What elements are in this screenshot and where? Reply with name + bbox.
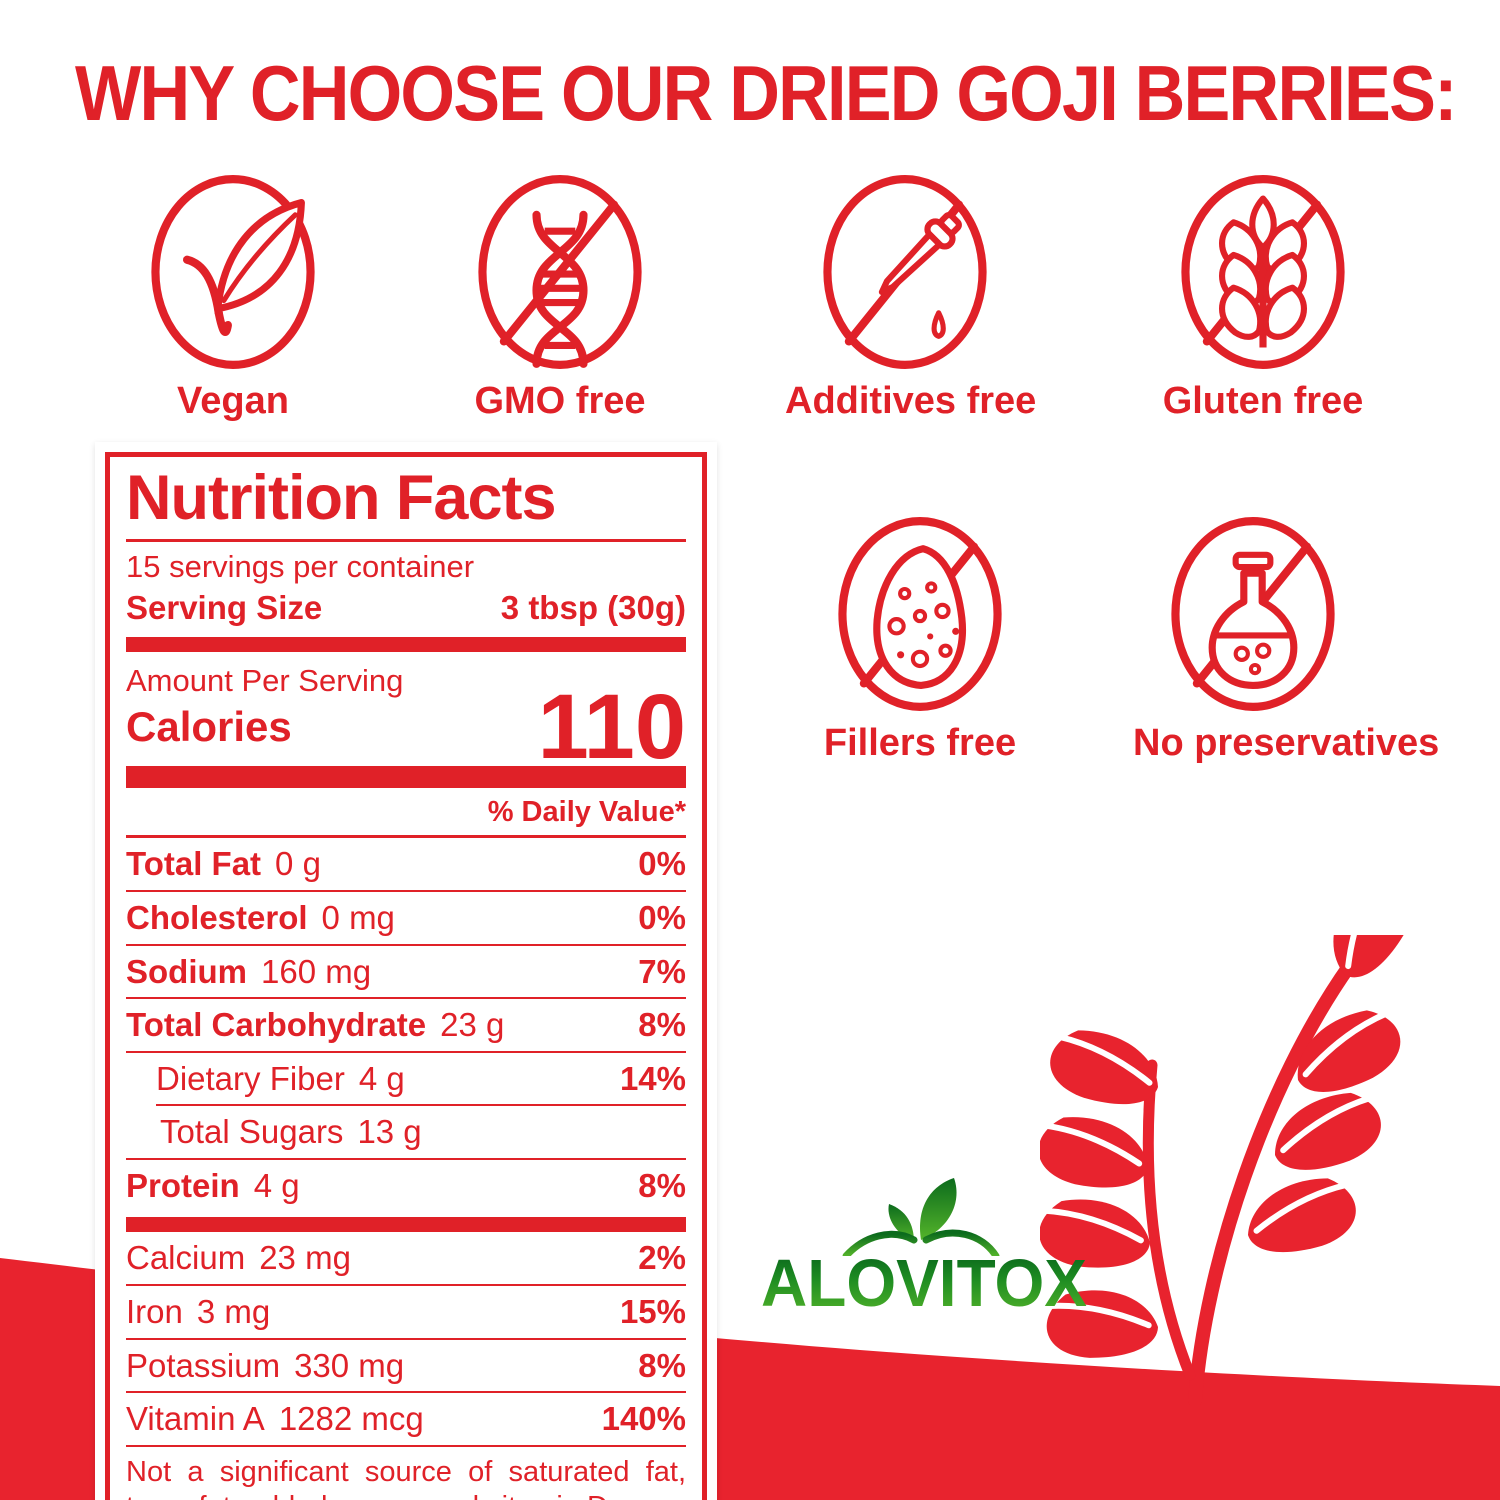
nutrition-row: Calcium 23 mg 2% xyxy=(126,1239,686,1277)
serving-size-row: Serving Size 3 tbsp (30g) xyxy=(126,589,686,637)
nutrition-row: Total Carbohydrate 23 g 8% xyxy=(126,997,686,1051)
badge-label: Vegan xyxy=(177,380,289,422)
badge-label: GMO free xyxy=(474,380,646,422)
thick-divider xyxy=(126,1217,686,1233)
footnote-1: Not a significant source of saturated fa… xyxy=(126,1444,686,1500)
nutrition-label: Nutrition Facts 15 servings per containe… xyxy=(95,442,717,1500)
no-preservatives-flask-icon xyxy=(1171,517,1335,711)
logo-sprout-icon xyxy=(842,1178,1000,1256)
thick-divider xyxy=(126,766,686,789)
badge-gmo-free: GMO free xyxy=(440,172,680,423)
no-gluten-wheat-icon xyxy=(1181,175,1345,369)
badge-label: Additives free xyxy=(785,380,1037,422)
badge-gluten-free: Gluten free xyxy=(1143,172,1383,423)
brand-logo: ALOVITOX xyxy=(748,1178,1100,1350)
badge-no-preservatives: No preservatives xyxy=(1133,514,1440,765)
nutrition-row: Potassium 330 mg 8% xyxy=(126,1337,686,1392)
daily-value-header: % Daily Value* xyxy=(126,788,686,839)
page-title: WHY CHOOSE OUR DRIED GOJI BERRIES: xyxy=(75,49,1457,137)
badge-fillers-free: Fillers free xyxy=(800,514,1040,765)
nutrition-row: Protein 4 g 8% xyxy=(126,1157,686,1212)
nutrition-row: Total Sugars 13 g xyxy=(156,1104,686,1158)
serving-size-value: 3 tbsp (30g) xyxy=(500,589,686,627)
nutrition-row: Cholesterol 0 mg 0% xyxy=(126,889,686,944)
badge-label: Gluten free xyxy=(1162,380,1364,422)
badge-label: Fillers free xyxy=(823,722,1017,764)
badge-additives-free: Additives free xyxy=(785,172,1037,423)
nutrition-row: Total Fat 0 g 0% xyxy=(126,845,686,883)
calories-value: 110 xyxy=(537,675,686,778)
no-fillers-icon xyxy=(838,517,1002,711)
amount-per-serving-label: Amount Per Serving xyxy=(126,663,404,699)
nutrition-row: Sodium 160 mg 7% xyxy=(126,943,686,998)
calories-label: Calories xyxy=(126,703,292,751)
calories-row: Amount Per Serving Calories 110 xyxy=(126,662,686,778)
nutrition-row: Dietary Fiber 4 g 14% xyxy=(126,1050,686,1105)
thick-divider xyxy=(126,637,686,653)
serving-size-label: Serving Size xyxy=(126,589,323,627)
servings-per-container: 15 servings per container xyxy=(126,549,475,585)
no-additives-dropper-icon xyxy=(823,175,987,369)
nutrition-row: Iron 3 mg 15% xyxy=(126,1284,686,1338)
vegan-leaf-check-icon xyxy=(151,175,315,369)
badge-vegan: Vegan xyxy=(113,172,353,423)
no-gmo-dna-icon xyxy=(478,175,642,369)
badge-label: No preservatives xyxy=(1133,722,1440,764)
nutrition-label-inner: Nutrition Facts 15 servings per containe… xyxy=(105,452,707,1500)
alovitox-wordmark: ALOVITOX xyxy=(748,1244,1100,1322)
nutrition-row: Vitamin A 1282 mcg 140% xyxy=(126,1391,686,1445)
nutrition-title: Nutrition Facts xyxy=(126,465,686,543)
goji-plant-graphic xyxy=(1040,935,1460,1405)
